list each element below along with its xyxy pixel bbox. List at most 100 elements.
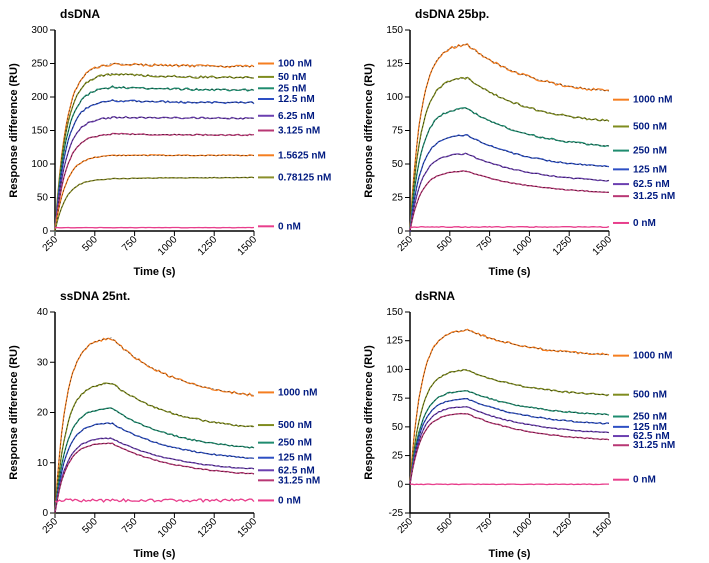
legend-label: 6.25 nM <box>278 111 315 122</box>
trace-line <box>410 227 609 228</box>
legend-label: 0.78125 nM <box>278 172 331 183</box>
x-tick-label: 1000 <box>156 234 180 258</box>
y-tick-label: 75 <box>391 126 403 137</box>
legend-label: 500 nM <box>278 420 312 431</box>
x-tick-label: 1500 <box>236 516 260 540</box>
x-tick-label: 1000 <box>511 516 535 540</box>
legend-label: 0 nM <box>633 218 656 229</box>
panel-title: dsDNA 25bp. <box>415 7 489 21</box>
trace-line <box>410 484 609 485</box>
x-tick-label: 500 <box>435 516 455 536</box>
fit-line <box>410 171 609 231</box>
trace-line <box>410 44 609 231</box>
trace-line <box>55 338 254 513</box>
x-tick-label: 750 <box>475 516 495 536</box>
chart-panel: dsDNA 25bp.02550751001251502505007501000… <box>355 0 709 282</box>
y-tick-label: 150 <box>31 126 48 137</box>
y-axis-label: Response difference (RU) <box>8 63 20 198</box>
y-tick-label: 25 <box>391 450 403 461</box>
fit-line <box>55 337 254 512</box>
chart-grid: dsDNA05010015020025030025050075010001250… <box>0 0 709 563</box>
y-tick-label: 200 <box>31 92 48 103</box>
trace-line <box>55 155 254 231</box>
trace-line <box>410 329 609 483</box>
legend-label: 500 nM <box>633 389 667 400</box>
axis-frame <box>410 30 609 231</box>
x-tick-label: 750 <box>120 516 140 536</box>
x-tick-label: 750 <box>475 234 495 254</box>
legend-label: 0 nM <box>633 474 656 485</box>
x-tick-label: 250 <box>41 234 61 254</box>
legend-label: 62.5 nM <box>633 179 670 190</box>
fit-line <box>410 154 609 231</box>
y-tick-label: -25 <box>388 508 403 519</box>
axis-frame <box>55 30 254 231</box>
axis-frame <box>55 312 254 513</box>
x-tick-label: 1500 <box>590 516 614 540</box>
legend-label: 1000 nM <box>278 387 317 398</box>
y-tick-label: 125 <box>386 59 403 70</box>
x-tick-label: 1000 <box>156 516 180 540</box>
y-tick-label: 50 <box>37 193 49 204</box>
y-tick-label: 0 <box>42 226 48 237</box>
legend-label: 125 nM <box>278 452 312 463</box>
x-tick-label: 1250 <box>196 516 220 540</box>
x-axis-label: Time (s) <box>134 266 176 278</box>
chart-panel: dsRNA-2502550751001251502505007501000125… <box>355 282 709 563</box>
x-tick-label: 1250 <box>550 516 574 540</box>
y-tick-label: 30 <box>37 357 49 368</box>
y-tick-label: 300 <box>31 25 48 36</box>
x-tick-label: 250 <box>41 516 61 536</box>
legend-label: 100 nM <box>278 59 312 70</box>
panel-title: dsDNA <box>60 7 100 21</box>
panel-title: dsRNA <box>415 289 455 303</box>
trace-line <box>55 100 254 231</box>
x-tick-label: 1500 <box>236 234 260 258</box>
trace-line <box>410 77 609 230</box>
x-tick-label: 1500 <box>590 234 614 258</box>
y-tick-label: 25 <box>391 193 403 204</box>
y-tick-label: 100 <box>386 364 403 375</box>
legend-label: 0 nM <box>278 495 301 506</box>
trace-line <box>55 177 254 231</box>
legend-label: 3.125 nM <box>278 126 320 137</box>
legend-label: 50 nM <box>278 72 306 83</box>
trace-line <box>55 498 254 501</box>
legend-label: 12.5 nM <box>278 94 315 105</box>
y-axis-label: Response difference (RU) <box>363 63 375 198</box>
y-tick-label: 150 <box>386 307 403 318</box>
x-tick-label: 500 <box>80 516 100 536</box>
trace-line <box>55 86 254 232</box>
legend-label: 31.25 nM <box>633 440 675 451</box>
y-tick-label: 10 <box>37 457 49 468</box>
fit-line <box>410 413 609 484</box>
x-axis-label: Time (s) <box>134 548 176 560</box>
x-tick-label: 1250 <box>196 234 220 258</box>
legend-label: 31.25 nM <box>278 475 320 486</box>
y-tick-label: 50 <box>391 421 403 432</box>
legend-label: 1000 nM <box>633 95 672 106</box>
x-tick-label: 1000 <box>511 234 535 258</box>
trace-line <box>410 108 609 231</box>
x-tick-label: 1250 <box>550 234 574 258</box>
y-axis-label: Response difference (RU) <box>363 344 375 479</box>
trace-line <box>410 171 609 231</box>
fit-line <box>55 178 254 232</box>
y-tick-label: 150 <box>386 25 403 36</box>
panel-title: ssDNA 25nt. <box>60 289 130 303</box>
legend-label: 25 nM <box>278 83 306 94</box>
fit-line <box>55 155 254 231</box>
trace-line <box>410 153 609 231</box>
legend-label: 250 nM <box>278 437 312 448</box>
x-axis-label: Time (s) <box>488 266 530 278</box>
legend-label: 1.5625 nM <box>278 150 326 161</box>
fit-line <box>410 44 609 231</box>
legend-label: 250 nM <box>633 146 667 157</box>
legend-label: 125 nM <box>633 164 667 175</box>
y-tick-label: 50 <box>391 159 403 170</box>
y-tick-label: 75 <box>391 393 403 404</box>
fit-line <box>410 108 609 231</box>
trace-line <box>410 413 609 483</box>
legend-label: 0 nM <box>278 221 301 232</box>
y-tick-label: 100 <box>386 92 403 103</box>
